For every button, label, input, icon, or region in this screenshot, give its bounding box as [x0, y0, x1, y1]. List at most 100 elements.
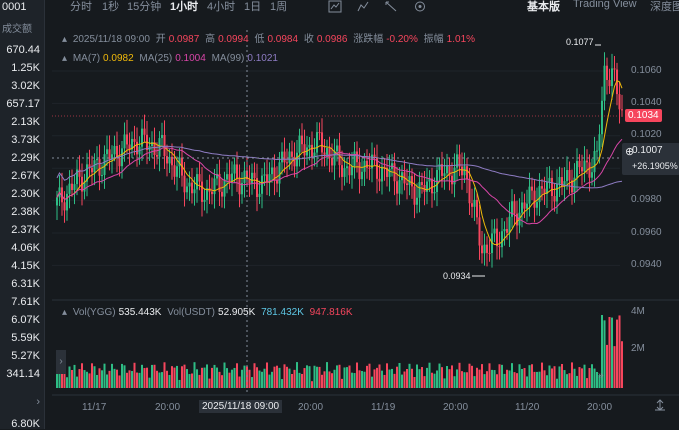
candle-body [466, 166, 468, 180]
volume-bar [438, 363, 441, 388]
interval-1d[interactable]: 1日 [244, 1, 262, 13]
volume-bar [386, 363, 388, 388]
fullscreen-icon[interactable] [654, 399, 666, 411]
tools-icon[interactable] [384, 0, 398, 13]
volume-bar [596, 371, 598, 388]
candle-body [591, 172, 593, 178]
volume-bar [453, 376, 456, 388]
volume-bar [583, 364, 586, 388]
legend-open: 0.0987 [168, 34, 200, 45]
indicator-icon[interactable] [328, 0, 342, 13]
volume-bar [483, 374, 486, 388]
volume-bar [261, 371, 263, 388]
candle-body [218, 173, 221, 192]
volume-bar [276, 365, 278, 388]
volume-bar [576, 375, 578, 388]
candle-body [573, 177, 576, 193]
chart-type-icon[interactable] [356, 0, 370, 13]
interval-1h[interactable]: 1小时 [170, 1, 199, 13]
view-tradingview[interactable]: Trading View [573, 0, 637, 10]
legend-low-label: 低 [254, 34, 265, 45]
volume-bar [391, 368, 393, 388]
candle-body [123, 134, 126, 149]
candle-body [543, 188, 546, 194]
candle-body [488, 252, 491, 254]
interval-time[interactable]: 分时 [70, 1, 92, 13]
volume-list-item: 3.02K [11, 80, 40, 92]
volume-bar [166, 370, 168, 388]
volume-bar [78, 369, 81, 388]
candle-body [418, 182, 421, 198]
view-basic[interactable]: 基本版 [527, 1, 560, 13]
candle-body [341, 165, 343, 177]
legend-date: 2025/11/18 09:00 [72, 34, 150, 45]
interval-1w[interactable]: 1周 [270, 1, 288, 13]
price-tick: 0.1020 [631, 129, 662, 140]
candle-body [273, 167, 276, 181]
candle-body [283, 151, 286, 163]
candle-body [93, 160, 96, 173]
volume-bar [323, 371, 326, 388]
ma99-label: MA(99) [211, 53, 245, 64]
volume-bar [523, 368, 526, 388]
legend-amplitude-label: 振幅 [423, 34, 444, 45]
collapse-left-button[interactable]: › [56, 350, 66, 374]
add-icon[interactable]: ⊕ [625, 146, 635, 158]
volume-bar [441, 367, 443, 388]
volume-bar [433, 373, 436, 388]
volume-bar [328, 371, 331, 388]
volume-bar [81, 363, 83, 388]
candle-body [343, 168, 346, 177]
candle-body [128, 144, 131, 150]
candle-body [446, 165, 448, 174]
volume-bar [618, 315, 621, 388]
volume-bar [206, 364, 208, 388]
volume-bar [598, 375, 601, 388]
volume-bar [338, 364, 341, 388]
volume-bar [186, 369, 188, 388]
volume-bar [228, 372, 231, 388]
volume-list-item: 2.30K [11, 188, 40, 200]
interval-15m[interactable]: 15分钟 [127, 1, 162, 13]
candle-body [523, 202, 526, 209]
volume-bar [471, 365, 473, 388]
chevron-right-icon[interactable]: › [36, 396, 40, 408]
volume-bar [491, 369, 493, 388]
candle-body [68, 183, 71, 194]
candle-body [163, 134, 166, 157]
volume-bar [401, 374, 403, 388]
volume-bar [303, 368, 306, 388]
crosshair-time: 2025/11/18 09:00 [199, 400, 283, 413]
candle-body [248, 179, 251, 184]
candle-body [201, 181, 203, 202]
candle-body [196, 174, 198, 190]
candle-body [383, 166, 386, 168]
view-depth[interactable]: 深度图 [650, 1, 679, 13]
candle-body [241, 182, 243, 195]
crosshair-price-box: ⊕ 0.1007 +26.1905% [622, 143, 679, 175]
volume-bar [281, 379, 283, 388]
interval-1s[interactable]: 1秒 [102, 1, 120, 13]
candle-body [253, 172, 256, 179]
candle-body [603, 65, 606, 101]
ma-line-25 [56, 138, 623, 225]
candle-body [506, 228, 508, 233]
candle-body [308, 144, 311, 148]
chevron-double-right-icon[interactable]: » [598, 370, 604, 381]
volume-bar [158, 372, 161, 388]
candle-body [563, 181, 566, 187]
candle-body [226, 174, 228, 180]
candle-body [161, 134, 163, 139]
volume-bar [193, 362, 196, 388]
volume-bar [411, 368, 413, 388]
interval-4h[interactable]: 4小时 [207, 1, 236, 13]
volume-bar [301, 373, 303, 388]
candle-body [538, 186, 541, 203]
candle-body [318, 132, 321, 134]
settings-icon[interactable] [413, 0, 427, 13]
volume-list-panel: 0001 成交额 670.44 1.25K 3.02K 657.17 2.13K 3.73… [0, 0, 45, 430]
candle-body [233, 164, 236, 174]
candle-body [496, 228, 498, 247]
volume-bar [148, 377, 151, 388]
